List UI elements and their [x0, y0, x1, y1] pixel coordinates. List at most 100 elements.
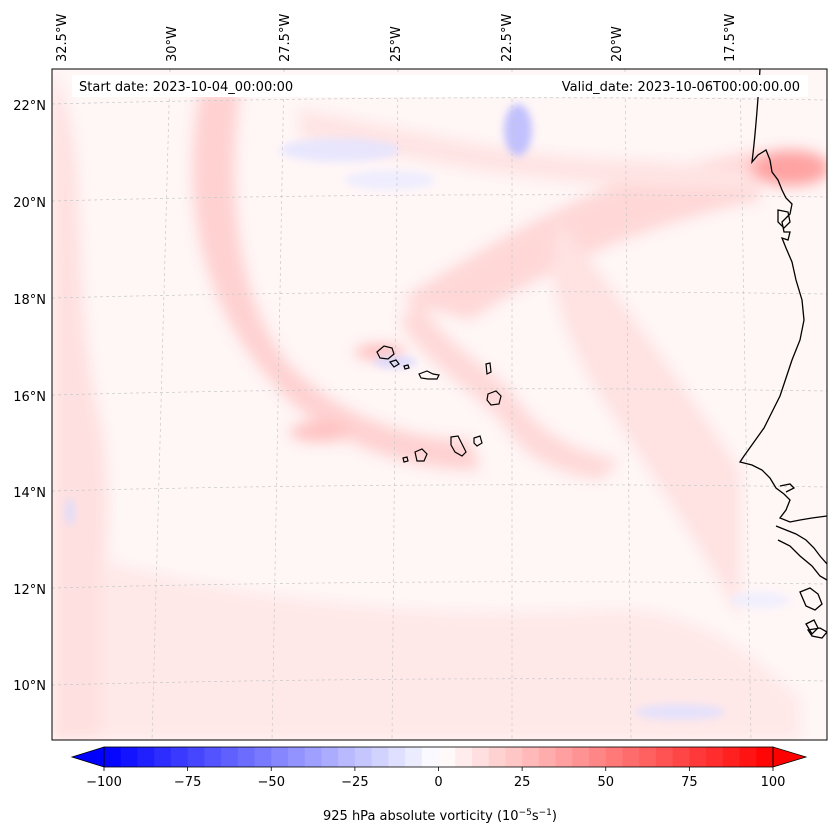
lon-label-20w: 20°W — [610, 26, 625, 62]
colorbar-tick-label: −50 — [258, 775, 285, 790]
colorbar-segment — [287, 747, 306, 767]
colorbar: −100 −75 −50 −25 0 25 50 75 100 925 hPa absolute… — [70, 746, 808, 824]
island-sao-vicente — [388, 359, 400, 368]
lat-label-16n: 16°N — [13, 390, 46, 405]
colorbar-tick-label: 25 — [514, 775, 531, 790]
colorbar-extend-min-arrow — [70, 746, 105, 768]
island-santa-luzia — [403, 364, 410, 370]
island-santiago — [450, 435, 467, 457]
coast-guinea-south — [777, 539, 827, 581]
neg-patch-center — [345, 170, 435, 190]
colorbar-tick-label: 50 — [597, 775, 614, 790]
coast-islands-sw2 — [806, 627, 827, 639]
colorbar-segment — [538, 747, 557, 767]
colorbar-segment — [522, 747, 540, 767]
colorbar-segment — [137, 747, 155, 767]
parallel-22n — [52, 97, 827, 105]
lon-label-30w: 30°W — [165, 26, 180, 62]
colorbar-segment — [104, 747, 122, 767]
colorbar-segment — [405, 747, 423, 767]
colorbar-segment — [639, 747, 657, 767]
colorbar-segment — [572, 747, 590, 767]
colorbar-segment — [739, 747, 757, 767]
colorbar-segment — [221, 747, 239, 767]
colorbar-segments — [104, 747, 774, 767]
lat-label-20n: 20°N — [13, 196, 46, 211]
lat-label-14n: 14°N — [13, 486, 46, 501]
header-info: Start date: 2023-10-04_00:00:00 Valid_da… — [72, 75, 808, 97]
colorbar-segment — [154, 747, 172, 767]
colorbar-segment — [388, 747, 406, 767]
lat-label-10n: 10°N — [13, 679, 46, 694]
coast-gambia — [779, 483, 796, 493]
parallel-18n — [52, 291, 827, 299]
colorbar-segment — [204, 747, 222, 767]
pos-region-east — [551, 220, 740, 620]
colorbar-segment — [605, 747, 624, 767]
island-brava — [402, 456, 409, 463]
pos-region-river — [400, 300, 620, 480]
colorbar-segment — [421, 747, 440, 767]
colorbar-ticks: −100 −75 −50 −25 0 25 50 75 100 — [86, 767, 785, 790]
colorbar-segment — [455, 747, 473, 767]
pos-region-band-north — [300, 110, 760, 190]
colorbar-label: 925 hPa absolute vorticity (10−5s−1) — [323, 808, 557, 824]
pos-max-coast — [750, 150, 827, 186]
colorbar-segment — [271, 747, 289, 767]
colorbar-segment — [622, 747, 640, 767]
colorbar-segment — [488, 747, 507, 767]
parallel-10n — [52, 678, 827, 686]
coast-banc-arguin — [777, 209, 791, 229]
coast-guinea-bissau — [775, 525, 827, 565]
map-frame — [51, 68, 828, 741]
colorbar-segment — [304, 747, 323, 767]
neg-min-north — [504, 104, 532, 156]
colorbar-extend-max-arrow — [772, 746, 808, 768]
header-info-box — [72, 75, 808, 97]
colorbar-segment — [321, 747, 339, 767]
island-fogo — [414, 448, 428, 462]
colorbar-label-exp1: −5 — [519, 808, 532, 818]
colorbar-segment — [756, 747, 774, 767]
colorbar-tick-label: 75 — [681, 775, 698, 790]
coast-bijagos — [799, 587, 823, 611]
colorbar-segment — [371, 747, 389, 767]
neg-patch-se — [730, 592, 790, 608]
colorbar-segment — [689, 747, 707, 767]
island-maio — [473, 435, 483, 447]
pos-region-south — [100, 560, 800, 740]
neg-patch-west — [65, 498, 75, 526]
colorbar-segment — [120, 747, 139, 767]
colorbar-segment — [338, 747, 356, 767]
colorbar-segment — [471, 747, 490, 767]
colorbar-segment — [672, 747, 690, 767]
africa-coastline — [738, 69, 827, 639]
lon-label-32-5w: 32.5°W — [55, 14, 70, 62]
meridian-30w — [151, 69, 171, 740]
colorbar-segment — [354, 747, 373, 767]
parallel-12n — [52, 581, 827, 589]
neg-band-north — [280, 138, 400, 162]
parallel-20n — [52, 194, 827, 202]
colorbar-segment — [438, 747, 456, 767]
lat-label-22n: 22°N — [13, 99, 46, 114]
colorbar-label-main: 925 hPa absolute vorticity (10 — [323, 809, 519, 824]
colorbar-tick-label: −75 — [174, 775, 201, 790]
parallel-16n — [52, 388, 827, 396]
map-panel — [52, 69, 827, 740]
pos-region-arc — [192, 90, 480, 470]
colorbar-segment — [706, 747, 724, 767]
valid-date-label: Valid_date: 2023-10-06T00:00:00.00 — [562, 80, 800, 95]
lon-label-27-5w: 27.5°W — [278, 14, 293, 62]
island-sal — [485, 362, 492, 375]
gridlines — [52, 69, 827, 740]
colorbar-segment — [505, 747, 523, 767]
colorbar-tick-label: −100 — [86, 775, 122, 790]
island-sao-nicolau — [418, 370, 440, 380]
vorticity-field — [52, 69, 827, 740]
island-santo-antao — [376, 345, 395, 360]
lat-label-18n: 18°N — [13, 293, 46, 308]
colorbar-segment — [555, 747, 573, 767]
pos-region-diagonal — [400, 150, 760, 320]
